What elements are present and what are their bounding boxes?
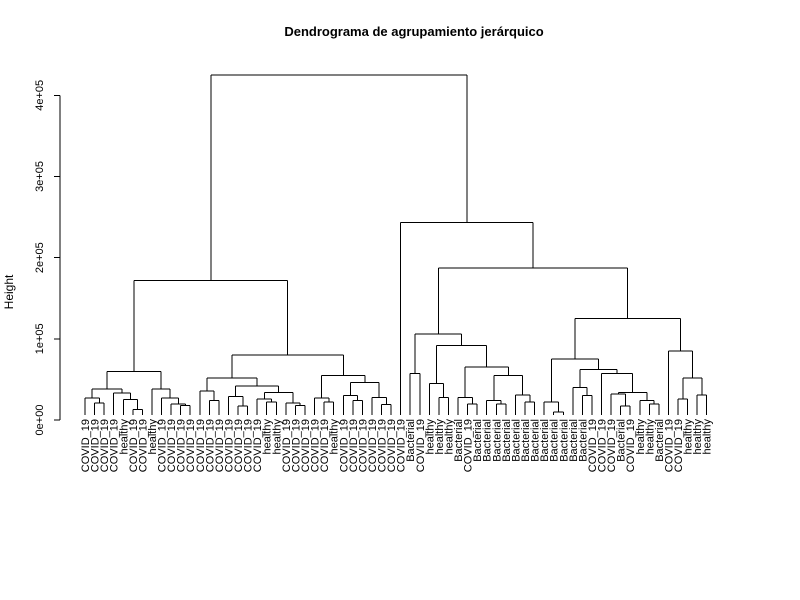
leaf-label: COVID_19 [80, 419, 92, 472]
leaf-label: Bacterial [549, 419, 561, 462]
leaf-label: COVID_19 [319, 419, 331, 472]
leaf-label: Bacterial [539, 419, 551, 462]
leaf-label: COVID_19 [176, 419, 188, 472]
leaf-label: COVID_19 [386, 419, 398, 472]
leaf-label: COVID_19 [290, 419, 302, 472]
leaf-label: healthy [147, 419, 159, 455]
leaf-label: Bacterial [510, 419, 522, 462]
leaf-label: healthy [683, 419, 695, 455]
leaf-label: Bacterial [654, 419, 666, 462]
leaf-label: COVID_19 [185, 419, 197, 472]
leaf-label: COVID_19 [109, 419, 121, 472]
leaf-label: healthy [692, 419, 704, 455]
leaf-label: Bacterial [530, 419, 542, 462]
leaf-label: COVID_19 [348, 419, 360, 472]
y-tick-label: 0e+00 [34, 405, 46, 436]
leaf-label: healthy [271, 419, 283, 455]
leaf-label: Bacterial [558, 419, 570, 462]
leaf-label: COVID_19 [137, 419, 149, 472]
leaf-label: COVID_19 [128, 419, 140, 472]
leaf-label: Bacterial [568, 419, 580, 462]
leaf-label: healthy [443, 419, 455, 455]
leaf-label: Bacterial [472, 419, 484, 462]
leaf-label: COVID_19 [223, 419, 235, 472]
leaf-label: COVID_19 [310, 419, 322, 472]
leaf-label: COVID_19 [204, 419, 216, 472]
leaf-label: COVID_19 [606, 419, 618, 472]
leaf-label: Bacterial [405, 419, 417, 462]
leaf-label: healthy [644, 419, 656, 455]
leaf-label: COVID_19 [233, 419, 245, 472]
leaf-label: Bacterial [501, 419, 513, 462]
leaf-label: COVID_19 [463, 419, 475, 472]
leaf-label: COVID_19 [90, 419, 102, 472]
leaf-label: COVID_19 [597, 419, 609, 472]
leaf-label: COVID_19 [195, 419, 207, 472]
leaf-label: COVID_19 [300, 419, 312, 472]
y-axis-label: Height [2, 274, 16, 309]
leaf-label: healthy [329, 419, 341, 455]
y-tick-label: 4e+05 [34, 80, 46, 111]
leaf-label: COVID_19 [367, 419, 379, 472]
leaf-label: COVID_19 [166, 419, 178, 472]
leaf-label: COVID_19 [396, 419, 408, 472]
leaf-label: COVID_19 [252, 419, 264, 472]
leaf-label: COVID_19 [99, 419, 111, 472]
y-tick-label: 3e+05 [34, 161, 46, 192]
leaf-label: Bacterial [577, 419, 589, 462]
leaf-label: COVID_19 [281, 419, 293, 472]
leaf-label: COVID_19 [663, 419, 675, 472]
leaf-label: Bacterial [453, 419, 465, 462]
y-axis: 0e+00 1e+05 2e+05 3e+05 4e+05 [34, 80, 61, 436]
leaf-label: COVID_19 [415, 419, 427, 472]
dendrogram-links [84, 74, 708, 415]
leaf-label: COVID_19 [673, 419, 685, 472]
leaf-label: COVID_19 [587, 419, 599, 472]
leaf-label: COVID_19 [214, 419, 226, 472]
leaf-label: COVID_19 [625, 419, 637, 472]
leaf-label: healthy [262, 419, 274, 455]
leaf-labels: COVID_19COVID_19COVID_19COVID_19healthyC… [80, 419, 714, 473]
leaf-label: COVID_19 [338, 419, 350, 472]
leaf-label: COVID_19 [157, 419, 169, 472]
leaf-label: healthy [434, 419, 446, 455]
leaf-label: Bacterial [491, 419, 503, 462]
leaf-label: Bacterial [482, 419, 494, 462]
leaf-label: healthy [702, 419, 714, 455]
y-tick-label: 1e+05 [34, 323, 46, 354]
leaf-label: COVID_19 [377, 419, 389, 472]
leaf-label: COVID_19 [357, 419, 369, 472]
leaf-label: healthy [118, 419, 130, 455]
leaf-label: healthy [424, 419, 436, 455]
leaf-label: healthy [635, 419, 647, 455]
chart-title: Dendrograma de agrupamiento jerárquico [284, 24, 543, 39]
leaf-label: Bacterial [616, 419, 628, 462]
leaf-label: Bacterial [520, 419, 532, 462]
leaf-label: COVID_19 [243, 419, 255, 472]
y-tick-label: 2e+05 [34, 242, 46, 273]
